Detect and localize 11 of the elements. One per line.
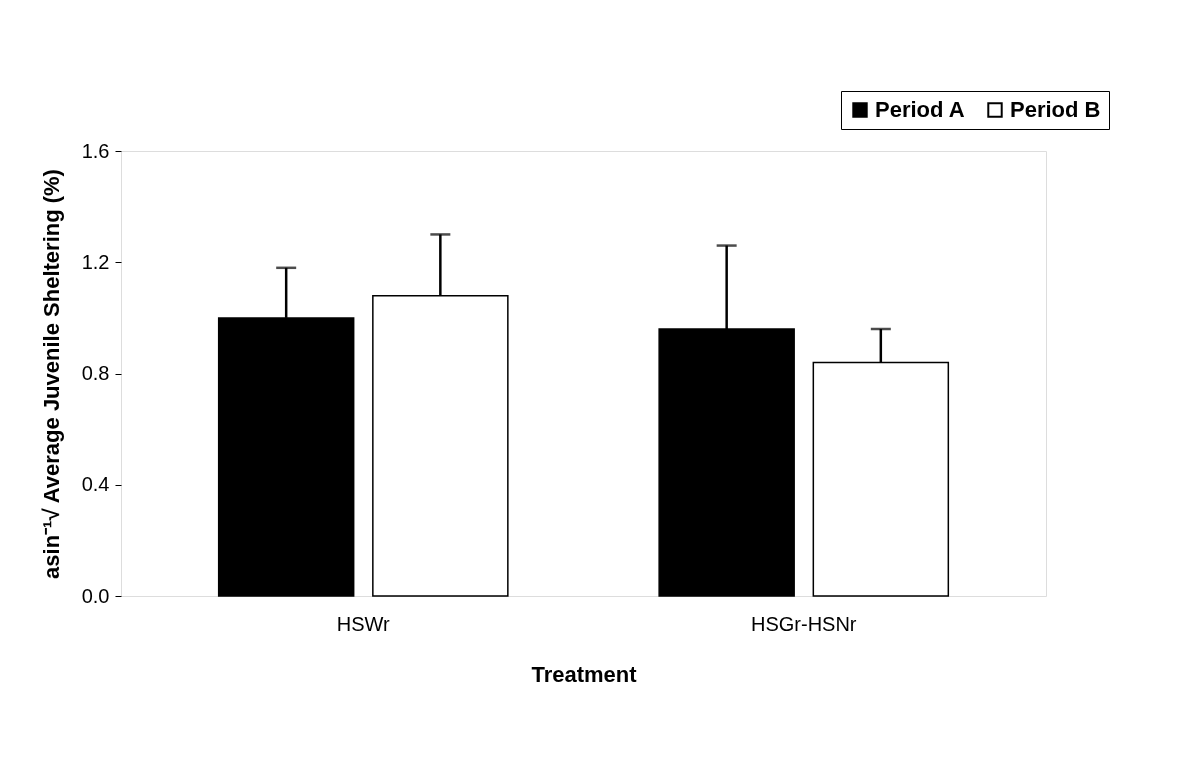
x-axis-title: Treatment — [531, 661, 638, 687]
legend-label: Period A — [875, 97, 965, 122]
y-tick-label: 0.4 — [81, 473, 110, 496]
x-tick-label: HSWr — [336, 612, 391, 635]
y-tick-label: 0.0 — [81, 584, 110, 607]
legend-label: Period B — [1010, 97, 1101, 122]
y-tick-label: 1.6 — [81, 139, 110, 162]
y-tick-label: 0.8 — [81, 362, 110, 384]
y-axis-title: asin⁻¹√ Average Juvenile Sheltering (%) — [38, 169, 64, 579]
y-tick-label: 1.2 — [81, 250, 110, 273]
x-tick-label: HSGr-HSNr — [750, 612, 857, 635]
